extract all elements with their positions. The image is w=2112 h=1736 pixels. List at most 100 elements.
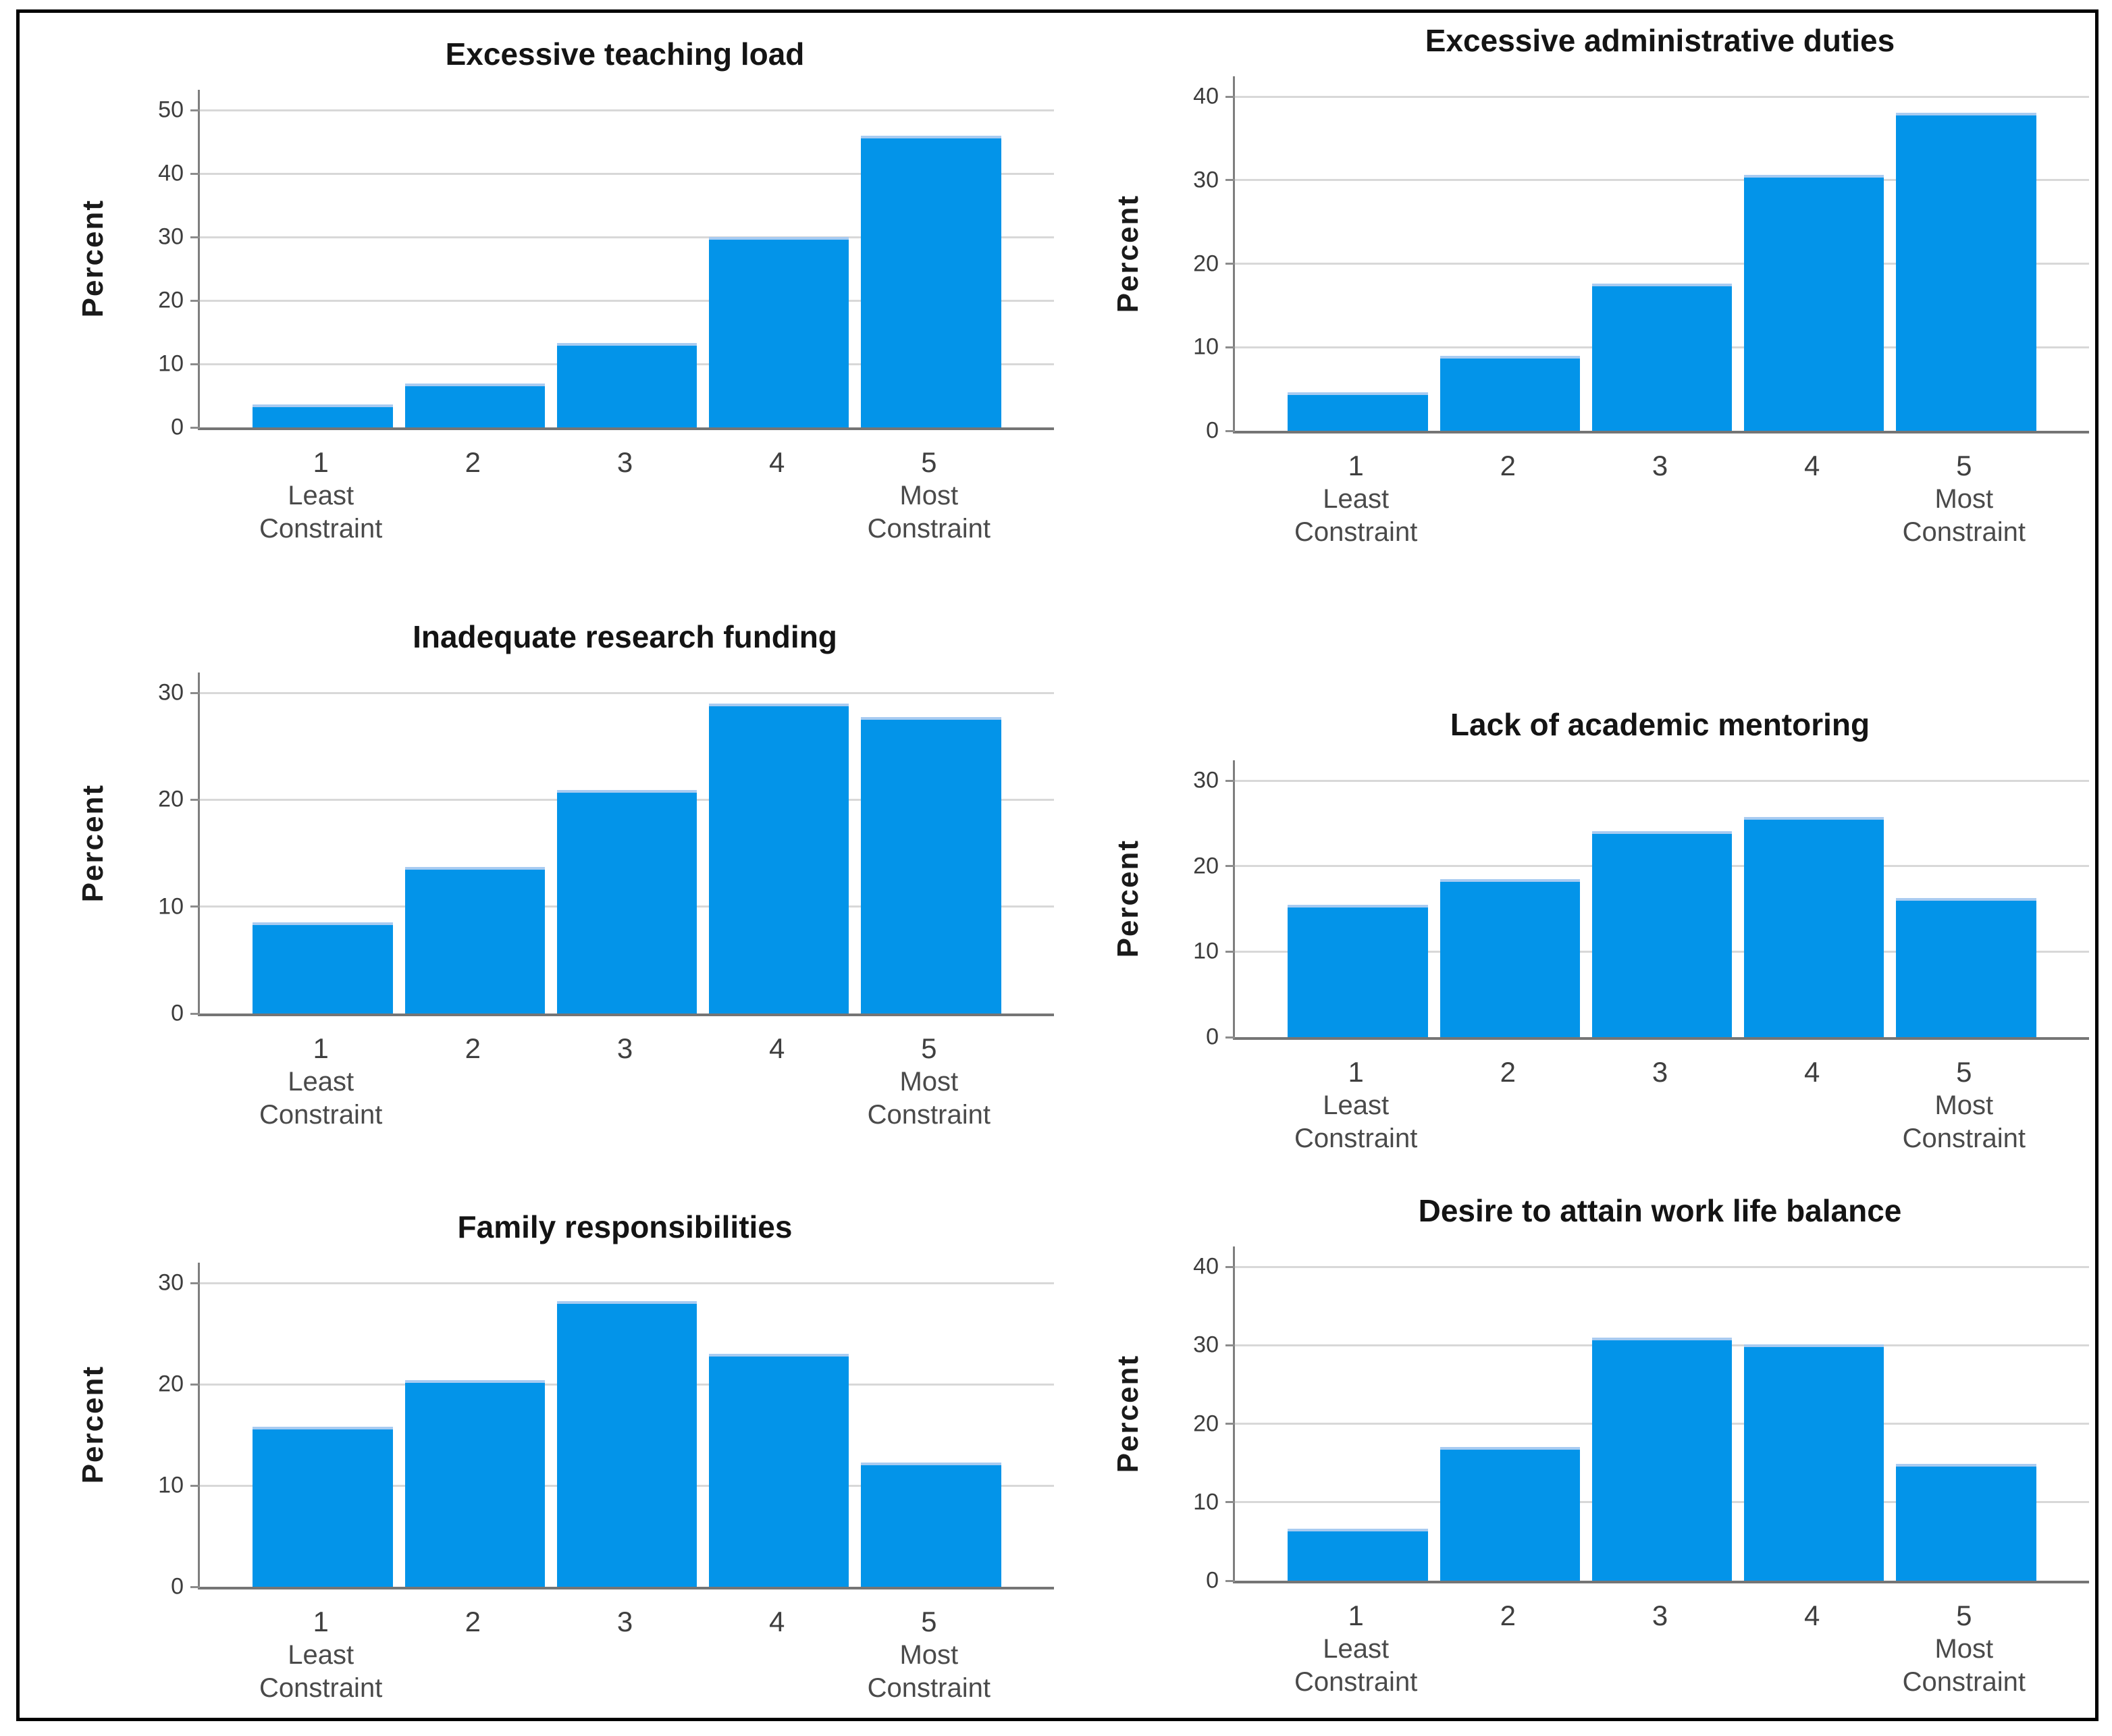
- x-tick-label: 5 Most Constraint: [868, 445, 991, 546]
- x-tick-label: 4: [1804, 1055, 1820, 1089]
- bar-category-5: [861, 717, 1001, 1014]
- x-tick-sublabel: Constraint: [1294, 517, 1418, 548]
- x-tick-sublabel: Constraint: [1902, 1124, 2026, 1154]
- x-tick-number: 1: [1348, 450, 1364, 481]
- y-tick-label: 0: [1206, 1024, 1219, 1050]
- gridline: [1235, 95, 2089, 98]
- gridline: [1235, 1265, 2089, 1268]
- plot-wrapper: 0 10 20 30 40 1 Least Constraint 2 3 4 5 Most Constr…: [1193, 1246, 2089, 1722]
- y-tick-mark: [190, 109, 200, 111]
- x-axis-labels: 1 Least Constraint 2 3 4 5 Most Constraint: [198, 430, 1052, 569]
- x-tick-sublabel: Most: [899, 1067, 959, 1097]
- y-tick-mark: [190, 798, 200, 801]
- bar-category-1: [253, 404, 393, 427]
- y-tick-mark: [190, 1484, 200, 1487]
- x-tick-label: 4: [769, 445, 785, 479]
- y-tick-label: 10: [158, 893, 184, 920]
- x-tick-label: 2: [465, 1604, 481, 1639]
- chart-body: Percent 0 10 20 30 40 1 Least Constraint 2 3 4 5 Mo…: [1098, 1246, 2092, 1722]
- x-tick-label: 5 Most Constraint: [868, 1031, 991, 1132]
- x-tick-label: 4: [769, 1604, 785, 1639]
- chart-body: Percent 0 10 20 30 1 Least Constraint 2 3 4 5 Most…: [63, 673, 1057, 1155]
- y-tick-label: 30: [158, 223, 184, 250]
- y-axis-title-text: Percent: [76, 783, 109, 903]
- y-tick-mark: [1225, 179, 1235, 182]
- chart-lack-of-academic-mentoring: Lack of academic mentoring Percent 0 10 20…: [1057, 583, 2092, 1178]
- y-tick-mark: [190, 691, 200, 694]
- x-tick-number: 5: [921, 446, 937, 478]
- bar-category-4: [1743, 175, 1884, 431]
- x-tick-number: 2: [465, 1606, 481, 1637]
- plot-wrapper: 0 10 20 30 1 Least Constraint 2 3 4 5 Most Constrai…: [158, 673, 1054, 1155]
- bar-category-2: [1440, 355, 1581, 431]
- x-tick-sublabel: Least: [1323, 1634, 1390, 1664]
- bar-category-3: [556, 342, 697, 427]
- x-tick-number: 5: [1956, 450, 1972, 481]
- y-tick-mark: [190, 1585, 200, 1588]
- x-tick-number: 4: [1803, 1056, 1820, 1088]
- chart-title: Excessive teaching load: [445, 36, 805, 72]
- y-tick-mark: [1225, 865, 1235, 868]
- plot-area: 0 10 20 30: [1193, 760, 2089, 1050]
- y-tick-mark: [190, 905, 200, 908]
- x-axis-labels: 1 Least Constraint 2 3 4 5 Most Constraint: [1233, 433, 2087, 572]
- plot-area: 0 10 20 30 40 50: [158, 90, 1054, 440]
- bar-category-4: [1743, 817, 1884, 1037]
- y-tick-label: 0: [1206, 417, 1219, 444]
- x-tick-label: 5 Most Constraint: [1903, 448, 2026, 549]
- x-tick-number: 3: [1652, 450, 1668, 481]
- y-tick-label: 20: [1193, 1411, 1219, 1436]
- gridline: [200, 109, 1054, 111]
- y-tick-mark: [1225, 95, 1235, 98]
- x-tick-number: 4: [768, 1606, 785, 1637]
- x-tick-label: 2: [1500, 448, 1516, 483]
- chart-inadequate-research-funding: Inadequate research funding Percent 0 10 2…: [22, 583, 1057, 1178]
- y-tick-mark: [190, 1282, 200, 1284]
- y-axis-title-text: Percent: [76, 199, 109, 318]
- y-tick-label: 40: [158, 160, 184, 186]
- x-tick-sublabel: Least: [288, 1640, 354, 1671]
- y-tick-label: 10: [1193, 1489, 1219, 1515]
- bar-category-4: [1743, 1344, 1884, 1581]
- y-tick-mark: [1225, 1423, 1235, 1425]
- y-axis-title: Percent: [63, 673, 124, 1014]
- x-tick-label: 2: [465, 445, 481, 479]
- y-axis-title-text: Percent: [1111, 194, 1144, 313]
- y-tick-mark: [1225, 346, 1235, 348]
- x-tick-label: 3: [1652, 1055, 1668, 1089]
- bar-category-2: [1440, 878, 1581, 1037]
- figure-frame: Excessive teaching load Percent 0 10 20 30 4…: [16, 9, 2098, 1721]
- y-tick-mark: [190, 426, 200, 429]
- x-tick-label: 3: [1652, 448, 1668, 483]
- chart-body: Percent 0 10 20 30 1 Least Constraint 2 3 4 5 Most…: [63, 1263, 1057, 1728]
- y-tick-mark: [1225, 1036, 1235, 1038]
- x-tick-label: 1 Least Constraint: [259, 1604, 382, 1705]
- bar-category-1: [253, 922, 393, 1014]
- bar-category-3: [556, 1301, 697, 1587]
- x-tick-label: 3: [1652, 1598, 1668, 1633]
- y-tick-label: 30: [1193, 1332, 1219, 1358]
- y-tick-label: 20: [158, 1371, 184, 1397]
- x-tick-number: 4: [768, 446, 785, 478]
- bar-category-3: [556, 790, 697, 1014]
- y-tick-label: 0: [1206, 1567, 1219, 1594]
- y-tick-label: 0: [171, 1573, 184, 1600]
- y-tick-mark: [1225, 1265, 1235, 1268]
- plot-wrapper: 0 10 20 30 1 Least Constraint 2 3 4 5 Most Constrai…: [158, 1263, 1054, 1728]
- gridline: [200, 691, 1054, 694]
- bar-category-3: [1591, 284, 1733, 431]
- x-tick-sublabel: Constraint: [259, 514, 383, 544]
- chart-excessive-teaching-load: Excessive teaching load Percent 0 10 20 30 4…: [22, 13, 1057, 583]
- x-tick-label: 5 Most Constraint: [1903, 1055, 2026, 1155]
- y-tick-label: 0: [171, 1000, 184, 1026]
- bar-category-3: [1591, 831, 1733, 1037]
- y-tick-label: 30: [158, 679, 184, 706]
- y-tick-mark: [1225, 950, 1235, 953]
- gridline: [1235, 179, 2089, 182]
- y-tick-mark: [1225, 263, 1235, 265]
- bar-category-2: [1440, 1447, 1581, 1581]
- bar-category-1: [1288, 1529, 1428, 1581]
- x-tick-label: 1 Least Constraint: [1294, 1055, 1417, 1155]
- bar-category-1: [1288, 392, 1428, 431]
- chart-title: Family responsibilities: [457, 1209, 793, 1244]
